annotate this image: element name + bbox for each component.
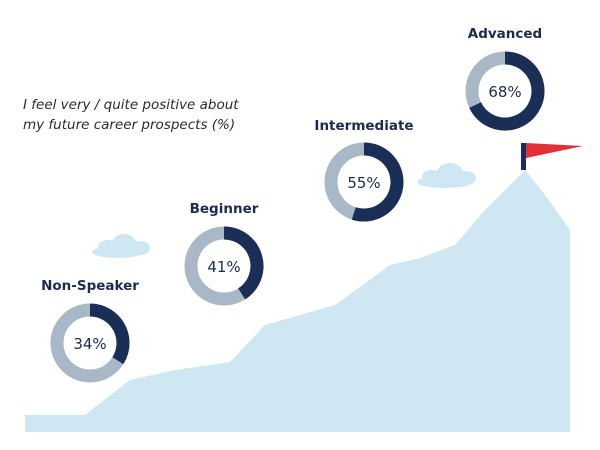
- category-label-intermediate: Intermediate: [314, 118, 413, 134]
- donut-value-intermediate: [351, 142, 404, 222]
- flag-pole: [521, 143, 526, 170]
- subtitle-line-2: my future career prospects (%): [23, 117, 236, 133]
- mountain-shape: [25, 170, 570, 432]
- subtitle-line-1: I feel very / quite positive about: [23, 97, 239, 113]
- donut-value-beginner: [223, 226, 264, 300]
- cloud-left: [92, 234, 150, 258]
- value-label-beginner: 41%: [207, 258, 240, 276]
- donut-value-non-speaker: [89, 303, 130, 365]
- value-label-intermediate: 55%: [347, 174, 380, 192]
- flag-icon: [526, 143, 583, 158]
- chart-subtitle: I feel very / quite positive about my fu…: [23, 95, 283, 135]
- value-label-advanced: 68%: [488, 83, 521, 101]
- donut-value-advanced: [469, 51, 545, 131]
- category-label-advanced: Advanced: [468, 26, 542, 42]
- category-label-beginner: Beginner: [190, 201, 259, 217]
- category-label-non-speaker: Non-Speaker: [41, 278, 139, 294]
- cloud-right: [417, 163, 476, 188]
- value-label-non-speaker: 34%: [73, 335, 106, 353]
